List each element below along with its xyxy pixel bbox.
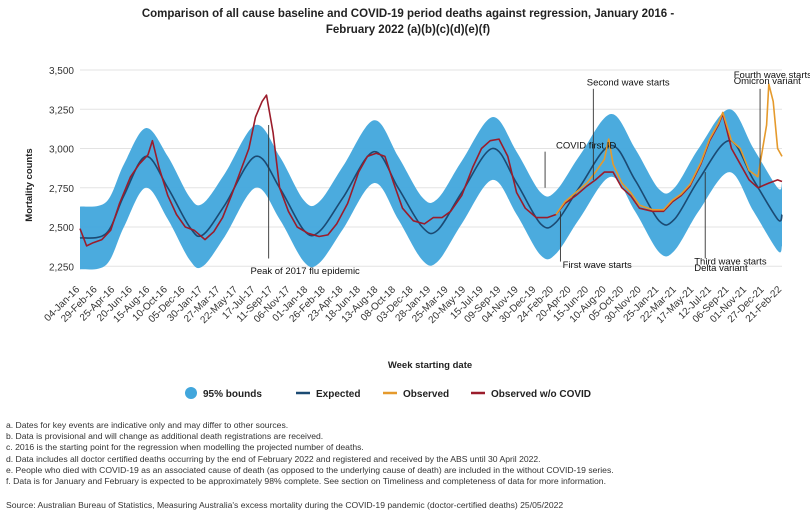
footnote: e. People who died with COVID-19 as an a… bbox=[6, 464, 614, 475]
y-tick-label: 3,250 bbox=[49, 105, 74, 116]
y-tick-label: 3,500 bbox=[49, 66, 74, 77]
footnote: c. 2016 is the starting point for the re… bbox=[6, 442, 364, 453]
plot-area bbox=[79, 83, 783, 270]
legend-bounds-swatch bbox=[185, 387, 197, 399]
chart-title-line1: Comparison of all cause baseline and COV… bbox=[142, 8, 675, 20]
footnote: f. Data is for January and February is e… bbox=[6, 476, 606, 487]
x-axis-label: Week starting date bbox=[388, 360, 472, 371]
annotation-label: Delta variant bbox=[694, 263, 748, 274]
legend-bounds-label: 95% bounds bbox=[203, 389, 262, 400]
footnote: b. Data is provisional and will change a… bbox=[6, 431, 324, 442]
y-axis-ticks: 2,250 2,500 2,750 3,000 3,250 3,500 bbox=[49, 66, 74, 273]
annotation-label: COVID first ID bbox=[556, 141, 616, 152]
observed-wo-covid-line bbox=[79, 94, 783, 247]
annotation-label: Peak of 2017 flu epidemic bbox=[250, 266, 360, 277]
x-axis-ticks: 04-Jan-1629-Feb-1625-Apr-1620-Jun-1615-A… bbox=[43, 284, 785, 326]
annotations: Peak of 2017 flu epidemic COVID first ID F… bbox=[250, 70, 810, 277]
observed-line bbox=[555, 83, 783, 215]
annotation-label: Third wave starts bbox=[694, 257, 767, 268]
y-tick-label: 3,000 bbox=[49, 145, 74, 156]
y-tick-label: 2,500 bbox=[49, 223, 74, 234]
source-line: Source: Australian Bureau of Statistics,… bbox=[6, 500, 564, 510]
bounds-band bbox=[80, 109, 782, 270]
y-tick-label: 2,750 bbox=[49, 184, 74, 195]
footnotes: a. Dates for key events are indicative o… bbox=[6, 420, 806, 487]
annotation-label: Second wave starts bbox=[587, 78, 670, 89]
footnote: a. Dates for key events are indicative o… bbox=[6, 420, 289, 430]
legend-expected-label: Expected bbox=[316, 389, 360, 400]
legend-observed-label: Observed bbox=[403, 389, 449, 400]
y-axis-label: Mortality counts bbox=[24, 148, 35, 221]
annotation-label: First wave starts bbox=[563, 260, 632, 271]
y-tick-label: 2,250 bbox=[49, 262, 74, 273]
mortality-chart: Comparison of all cause baseline and COV… bbox=[24, 8, 810, 400]
footnote: d. Data includes all doctor certified de… bbox=[6, 453, 541, 464]
legend-observed-wo-covid-label: Observed w/o COVID bbox=[491, 389, 591, 400]
chart-title-line2: February 2022 (a)(b)(c)(d)(e)(f) bbox=[326, 24, 490, 36]
annotation-label: Omicron variant bbox=[734, 76, 801, 87]
legend: 95% bounds Expected Observed Observed w/… bbox=[185, 387, 591, 400]
annotation-label: Fourth wave starts bbox=[734, 70, 810, 81]
